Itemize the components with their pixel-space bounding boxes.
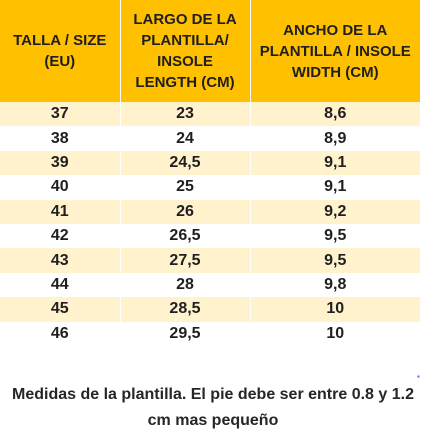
size-table-header: TALLA / SIZE (EU) LARGO DE LA PLANTILLA/… <box>0 0 420 102</box>
cell-width: 9,5 <box>250 223 420 249</box>
cell-size: 45 <box>0 297 121 322</box>
cell-width: 10 <box>250 321 420 346</box>
table-row: 41 26 9,2 <box>0 199 420 224</box>
table-row: 44 28 9,8 <box>0 272 420 298</box>
header-row: TALLA / SIZE (EU) LARGO DE LA PLANTILLA/… <box>0 0 420 102</box>
cell-size: 38 <box>0 126 121 151</box>
cell-length: 28 <box>120 272 251 298</box>
cell-width: 9,2 <box>250 199 420 224</box>
cell-size: 37 <box>0 102 121 127</box>
header-insole-length: LARGO DE LA PLANTILLA/ INSOLE LENGTH (CM… <box>120 0 251 102</box>
note-marker: ▪ <box>417 372 420 381</box>
table-row: 40 25 9,1 <box>0 175 420 200</box>
table-row: 38 24 8,9 <box>0 126 420 151</box>
table-row: 45 28,5 10 <box>0 297 420 322</box>
cell-length: 24,5 <box>120 150 251 176</box>
cell-width: 10 <box>250 297 420 322</box>
table-row: 39 24,5 9,1 <box>0 150 420 176</box>
cell-size: 44 <box>0 272 121 298</box>
cell-width: 8,6 <box>250 102 420 127</box>
cell-width: 9,1 <box>250 175 420 200</box>
cell-length: 26,5 <box>120 223 251 249</box>
size-table-body: 37 23 8,6 38 24 8,9 39 24,5 9,1 40 25 9,… <box>0 102 420 346</box>
cell-length: 25 <box>120 175 251 200</box>
cell-size: 40 <box>0 175 121 200</box>
cell-width: 9,5 <box>250 248 420 273</box>
cell-size: 43 <box>0 248 121 273</box>
cell-length: 24 <box>120 126 251 151</box>
cell-size: 42 <box>0 223 121 249</box>
cell-size: 46 <box>0 321 121 346</box>
table-row: 37 23 8,6 <box>0 102 420 127</box>
caption: Medidas de la plantilla. El pie debe ser… <box>12 386 414 429</box>
header-size: TALLA / SIZE (EU) <box>0 0 121 102</box>
cell-size: 39 <box>0 150 121 176</box>
cell-length: 23 <box>120 102 251 127</box>
size-table-container: TALLA / SIZE (EU) LARGO DE LA PLANTILLA/… <box>0 0 420 346</box>
cell-length: 28,5 <box>120 297 251 322</box>
cell-length: 29,5 <box>120 321 251 346</box>
cell-length: 27,5 <box>120 248 251 273</box>
cell-width: 8,9 <box>250 126 420 151</box>
cell-width: 9,1 <box>250 150 420 176</box>
table-row: 46 29,5 10 <box>0 321 420 346</box>
table-row: 42 26,5 9,5 <box>0 223 420 249</box>
cell-length: 26 <box>120 199 251 224</box>
header-insole-width: ANCHO DE LA PLANTILLA / INSOLE WIDTH (CM… <box>250 0 420 102</box>
table-row: 43 27,5 9,5 <box>0 248 420 273</box>
cell-size: 41 <box>0 199 121 224</box>
cell-width: 9,8 <box>250 272 420 298</box>
size-table: TALLA / SIZE (EU) LARGO DE LA PLANTILLA/… <box>0 0 420 346</box>
